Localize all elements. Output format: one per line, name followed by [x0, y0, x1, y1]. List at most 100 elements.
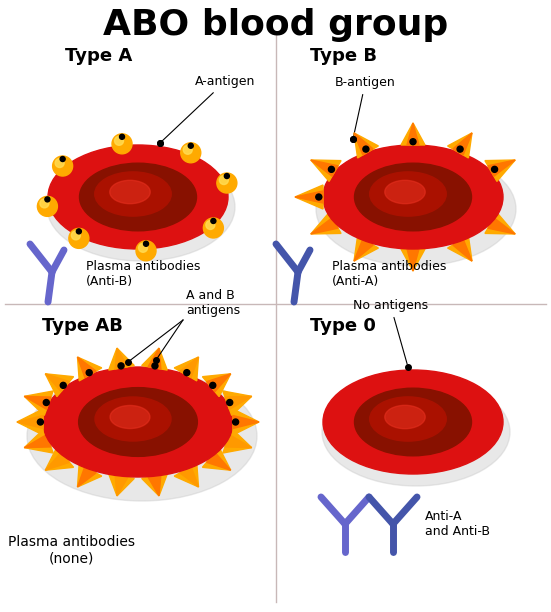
Circle shape [37, 419, 44, 425]
Circle shape [226, 400, 233, 406]
Polygon shape [180, 357, 198, 378]
Polygon shape [207, 374, 231, 392]
Polygon shape [453, 133, 472, 155]
Polygon shape [78, 357, 96, 378]
Ellipse shape [95, 172, 171, 216]
Polygon shape [354, 133, 379, 158]
Ellipse shape [110, 181, 150, 204]
Polygon shape [109, 348, 134, 370]
Polygon shape [453, 239, 472, 261]
Circle shape [184, 370, 190, 376]
Circle shape [72, 231, 80, 240]
Text: Plasma antibodies
(Anti-B): Plasma antibodies (Anti-B) [86, 260, 201, 288]
Text: A-antigen: A-antigen [162, 75, 255, 141]
Circle shape [60, 382, 66, 389]
Text: Type 0: Type 0 [310, 317, 376, 335]
Polygon shape [202, 374, 231, 397]
Polygon shape [225, 435, 252, 447]
Ellipse shape [110, 405, 150, 428]
Polygon shape [115, 475, 128, 496]
Ellipse shape [370, 397, 446, 441]
Polygon shape [174, 463, 198, 487]
Polygon shape [45, 447, 74, 470]
Polygon shape [407, 123, 419, 145]
Polygon shape [485, 160, 515, 181]
Ellipse shape [385, 181, 425, 204]
Polygon shape [207, 452, 231, 470]
Polygon shape [148, 348, 161, 369]
Polygon shape [311, 212, 341, 234]
Polygon shape [311, 218, 338, 234]
Text: B-antigen: B-antigen [335, 76, 396, 136]
Circle shape [138, 244, 148, 252]
Circle shape [217, 173, 237, 193]
Polygon shape [233, 416, 259, 428]
Polygon shape [202, 447, 231, 470]
Ellipse shape [354, 388, 472, 456]
Ellipse shape [354, 163, 472, 231]
Polygon shape [354, 133, 373, 155]
Polygon shape [488, 160, 515, 176]
Polygon shape [233, 409, 259, 435]
Polygon shape [115, 348, 128, 369]
Text: ABO blood group: ABO blood group [103, 8, 448, 42]
Ellipse shape [385, 405, 425, 428]
Polygon shape [447, 133, 472, 158]
Polygon shape [45, 452, 69, 470]
Polygon shape [225, 397, 252, 409]
Text: Type A: Type A [65, 47, 132, 65]
Ellipse shape [27, 371, 257, 501]
Circle shape [233, 419, 239, 425]
Polygon shape [142, 474, 168, 496]
Text: Plasma antibodies
(none): Plasma antibodies (none) [8, 535, 135, 565]
Polygon shape [45, 374, 74, 397]
Polygon shape [109, 474, 134, 496]
Polygon shape [174, 357, 198, 381]
Polygon shape [311, 160, 338, 176]
Polygon shape [223, 391, 252, 416]
Ellipse shape [48, 145, 228, 249]
Ellipse shape [43, 367, 233, 477]
Ellipse shape [79, 163, 197, 231]
Circle shape [410, 139, 416, 144]
Polygon shape [295, 185, 323, 209]
Polygon shape [295, 191, 323, 203]
Circle shape [115, 136, 123, 145]
Circle shape [120, 134, 125, 140]
Circle shape [60, 157, 65, 162]
Circle shape [45, 197, 50, 202]
Ellipse shape [323, 370, 503, 474]
Text: Type AB: Type AB [42, 317, 123, 335]
Circle shape [181, 143, 201, 163]
Polygon shape [354, 239, 373, 261]
Circle shape [203, 218, 223, 238]
Circle shape [86, 370, 92, 376]
Circle shape [328, 166, 334, 173]
Circle shape [457, 146, 463, 152]
Text: A and B
antigens: A and B antigens [186, 289, 240, 317]
Polygon shape [17, 409, 43, 435]
Polygon shape [223, 428, 252, 453]
Circle shape [37, 196, 57, 217]
Circle shape [77, 229, 82, 234]
Ellipse shape [47, 153, 235, 261]
Circle shape [363, 146, 369, 152]
Circle shape [69, 228, 89, 248]
Circle shape [53, 156, 73, 176]
Polygon shape [447, 236, 472, 261]
Text: Plasma antibodies
(Anti-A): Plasma antibodies (Anti-A) [332, 260, 446, 288]
Polygon shape [17, 416, 43, 428]
Polygon shape [311, 160, 341, 181]
Text: Type B: Type B [310, 47, 377, 65]
Circle shape [112, 134, 132, 154]
Ellipse shape [322, 378, 510, 486]
Circle shape [210, 382, 216, 389]
Polygon shape [78, 463, 102, 487]
Polygon shape [24, 435, 51, 447]
Circle shape [183, 145, 192, 154]
Circle shape [188, 143, 193, 148]
Ellipse shape [95, 397, 171, 441]
Polygon shape [401, 123, 425, 145]
Polygon shape [401, 249, 425, 271]
Circle shape [118, 363, 124, 369]
